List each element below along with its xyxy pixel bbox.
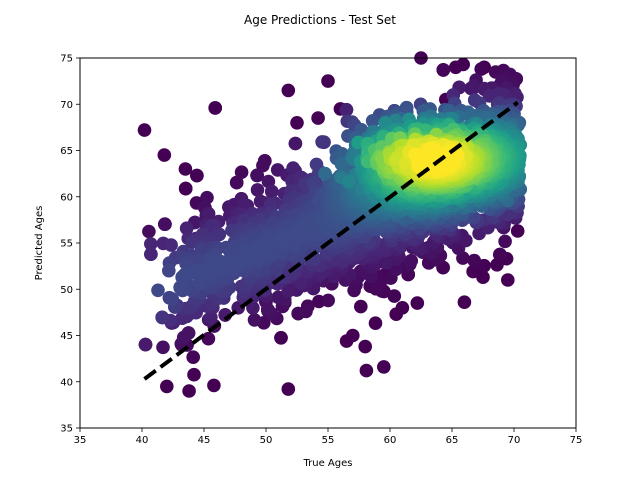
scatter-point [510,224,525,238]
scatter-point [342,174,357,189]
scatter-point [339,334,354,348]
scatter-point [299,304,313,319]
scatter-point [318,166,332,181]
scatter-point [160,379,174,394]
scatter-point [200,190,214,205]
scatter-point [181,326,196,340]
scatter-point [193,263,208,278]
scatter-point [476,270,490,285]
scatter-points [137,58,527,398]
scatter-point [138,337,153,352]
scatter-point [151,283,165,298]
scatter-point [178,181,193,196]
scatter-point [457,295,472,310]
scatter-point [317,135,331,149]
scatter-point [389,307,404,322]
scatter-point [321,293,336,308]
scatter-point [354,299,368,314]
scatter-point [178,162,193,176]
scatter-point [501,273,515,287]
scatter-point [311,111,325,125]
scatter-point [288,136,303,151]
scatter-point [190,168,204,183]
scatter-point [201,206,216,221]
scatter-point [490,258,504,272]
scatter-point [399,156,413,170]
scatter-point [179,270,194,284]
scatter-point [274,331,288,345]
scatter-point [493,247,507,262]
scatter-point [246,301,260,315]
scatter-point [334,157,349,171]
scatter-point [187,367,201,382]
scatter-point [247,313,262,327]
scatter-point [250,168,264,183]
scatter-point [256,158,270,173]
scatter-point [474,62,489,76]
scatter-point [229,175,244,190]
scatter-point [247,245,262,259]
scatter-point [294,276,308,290]
scatter-point [467,253,482,268]
scatter-point [281,83,296,98]
scatter-point [358,339,373,354]
scatter-point [201,331,216,346]
scatter-point [359,363,374,378]
scatter-point [207,260,222,275]
scatter-point [404,253,419,268]
scatter-point [368,316,383,331]
scatter-point [207,378,221,393]
scatter-point [265,184,279,199]
scatter-point [234,165,249,179]
scatter-point [498,234,512,249]
scatter-point [250,183,265,197]
scatter-point [165,292,179,306]
scatter-point [157,148,172,162]
scatter-point [186,350,200,365]
scatter-point [464,81,478,96]
scatter-point [436,63,451,77]
scatter-point [369,281,383,296]
scatter-point [144,247,158,261]
scatter-point [261,302,275,317]
scatter-point [144,237,158,251]
scatter-point [137,123,152,137]
scatter-point [290,116,304,130]
scatter-point [321,74,335,88]
scatter-point [223,253,238,268]
scatter-point [410,296,425,310]
scatter-point [281,382,296,396]
scatter-point [164,238,178,252]
scatter-point [156,340,170,355]
scatter-point [158,217,172,231]
scatter-point [365,114,380,128]
scatter-point [142,224,156,239]
scatter-point [377,360,391,374]
scatter-point [173,280,187,295]
scatter-point [387,289,402,303]
scatter-point [208,101,222,115]
scatter-point [155,310,169,325]
scatter-point [182,384,196,398]
scatter-point [179,221,194,236]
scatter-point [271,290,286,305]
scatter-point [456,58,470,72]
scatter-point [339,103,354,117]
scatter-point [162,263,176,278]
